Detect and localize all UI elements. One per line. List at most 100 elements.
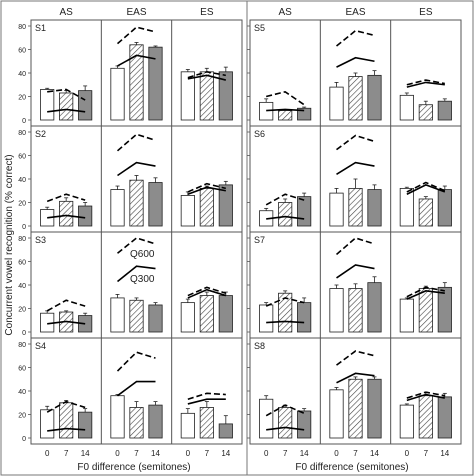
y-tick-label: 60 (18, 260, 26, 267)
q300-line (266, 320, 305, 324)
bar (329, 86, 344, 121)
bar (297, 410, 312, 439)
bar (437, 396, 452, 439)
bar (329, 389, 344, 439)
bar (418, 288, 433, 333)
bar (180, 412, 195, 439)
bar (78, 205, 93, 227)
q600-line (265, 90, 305, 106)
q600-line (335, 237, 375, 256)
subject-label: S5 (254, 23, 265, 33)
x-tick-label: 0 (264, 449, 269, 458)
x-tick-label: 7 (134, 449, 139, 458)
subject-label: S3 (35, 235, 46, 245)
bar (218, 184, 233, 227)
q600-line (406, 286, 445, 298)
bar (348, 76, 363, 121)
q300-line (117, 380, 156, 397)
bar (399, 298, 414, 333)
q300-line (406, 290, 445, 300)
q300-line (117, 161, 156, 177)
q300-line (187, 74, 227, 81)
bar (59, 402, 74, 439)
bar (278, 202, 293, 227)
legend-q600: Q600 (130, 249, 155, 260)
q600-line (265, 404, 305, 417)
q300-line (47, 427, 86, 432)
bar (199, 187, 214, 227)
bar (129, 407, 144, 439)
bar (259, 398, 274, 439)
bar (367, 378, 382, 439)
q300-line (336, 372, 375, 384)
subject-label: S8 (254, 341, 265, 351)
bar (367, 282, 382, 333)
bar (437, 286, 452, 333)
bar (367, 189, 382, 227)
bar (148, 404, 163, 439)
y-tick-label: 20 (18, 307, 26, 314)
bar (180, 71, 195, 121)
q600-line (47, 88, 86, 101)
q600-line (117, 237, 156, 254)
y-tick-label: 40 (18, 283, 26, 290)
q300-line (266, 108, 305, 112)
bar (129, 179, 144, 227)
x-tick-label: 14 (440, 449, 449, 458)
subject-label: S4 (35, 341, 46, 351)
q600-line (187, 71, 226, 79)
bar (437, 189, 452, 227)
y-tick-label: 20 (18, 95, 26, 102)
q600-line (116, 26, 156, 45)
bar (199, 71, 214, 121)
bar (218, 423, 233, 439)
q600-line (46, 299, 86, 312)
bar (259, 101, 274, 121)
bar (418, 395, 433, 439)
bar (399, 404, 414, 439)
bar (348, 187, 363, 227)
bar (437, 100, 452, 121)
q600-line (265, 193, 305, 206)
bar (329, 192, 344, 227)
x-tick-label: 14 (151, 449, 160, 458)
bar (110, 67, 125, 121)
y-tick-label: 40 (18, 177, 26, 184)
q300-line (406, 393, 445, 402)
x-tick-label: 0 (334, 449, 339, 458)
bar (148, 304, 163, 333)
subject-label: S2 (35, 129, 46, 139)
bar (110, 297, 125, 333)
x-tick-label: 0 (115, 449, 120, 458)
q600-line (46, 400, 86, 413)
bar (278, 292, 293, 333)
q300-line (336, 264, 375, 279)
q600-line (336, 350, 375, 366)
y-tick-label: 80 (18, 236, 26, 243)
column-header: ES (200, 7, 214, 18)
q300-line (47, 320, 86, 325)
labels: Concurrent vowel recognition (% correct)… (4, 154, 409, 473)
q600-line (187, 286, 227, 297)
bar (110, 395, 125, 439)
bar (199, 295, 214, 333)
bar (348, 378, 363, 439)
q300-line (187, 186, 226, 196)
bar (418, 104, 433, 121)
panels: S1 0 20 40 60 80 S2 0 20 40 60 80 S3 0 20 40 60 80 S4 0 20 40… (18, 23, 452, 458)
subject-label: S6 (254, 129, 265, 139)
x-axis-label-left: F0 difference (semitones) (77, 462, 190, 473)
y-tick-label: 0 (22, 118, 26, 125)
x-tick-label: 0 (186, 449, 191, 458)
y-tick-label: 40 (18, 389, 26, 396)
y-tick-label: 40 (18, 71, 26, 78)
column-header: AS (59, 7, 73, 18)
y-axis-label: Concurrent vowel recognition (% correct) (4, 154, 15, 335)
q600-line (116, 133, 156, 152)
bar (329, 288, 344, 333)
x-tick-label: 14 (81, 449, 90, 458)
bar (148, 182, 163, 227)
bar (218, 295, 233, 333)
bar (259, 304, 274, 333)
